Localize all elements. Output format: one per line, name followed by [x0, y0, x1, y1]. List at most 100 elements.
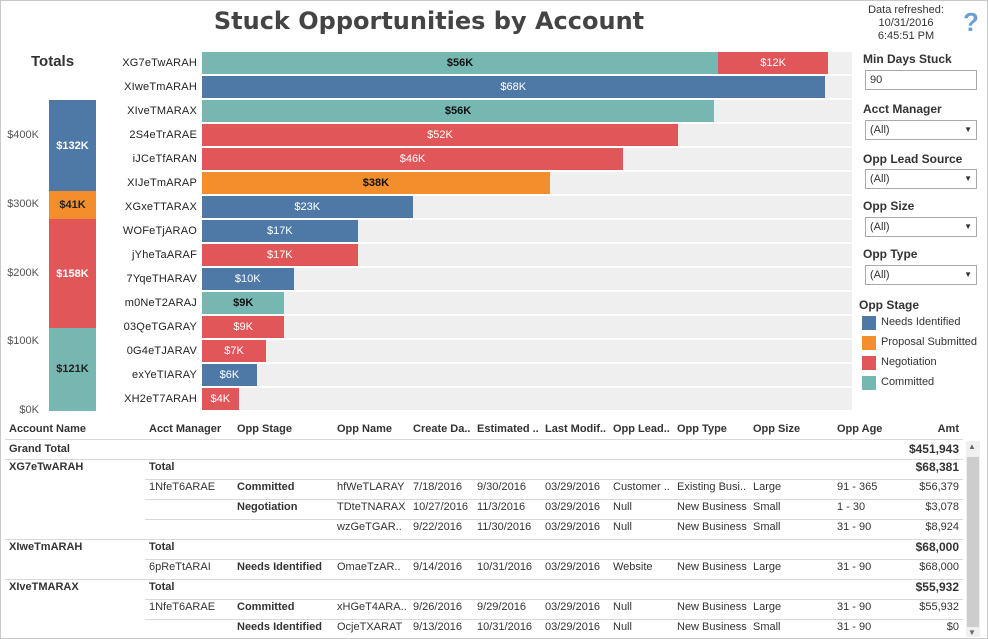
account-bar[interactable]: $68K — [202, 76, 825, 98]
group-total-label: Total — [149, 541, 175, 553]
bar-value-label: $17K — [266, 225, 293, 237]
col-header-amt[interactable]: Amt — [937, 423, 959, 435]
acct-manager-select[interactable]: (All) ▼ — [865, 120, 977, 140]
row-divider — [145, 599, 963, 600]
bar-row-background — [202, 220, 852, 242]
totals-segment[interactable]: $121K — [49, 327, 96, 411]
bar-value-label: $52K — [427, 129, 453, 141]
col-header-stage[interactable]: Opp Stage — [237, 423, 293, 435]
account-bar[interactable]: $23K — [202, 196, 413, 218]
table-cell-size: Small — [753, 501, 781, 513]
table-cell-stage: Negotiation — [237, 501, 298, 513]
totals-segment[interactable]: $158K — [49, 219, 96, 328]
table-cell-amt: $8,924 — [925, 521, 959, 533]
table-cell-name: OcjeTXARAT — [337, 621, 403, 633]
col-header-modified[interactable]: Last Modif.. — [545, 423, 607, 435]
opp-type-select[interactable]: (All) ▼ — [865, 265, 977, 285]
table-cell-amt: $3,078 — [925, 501, 959, 513]
bar-row-background — [202, 268, 852, 290]
legend-label: Needs Identified — [881, 316, 961, 328]
lead-source-select[interactable]: (All) ▼ — [865, 169, 977, 189]
table-cell-create: 7/18/2016 — [413, 481, 462, 493]
table-cell-manager: 1NfeT6ARAE — [149, 481, 216, 493]
table-cell-create: 9/22/2016 — [413, 521, 462, 533]
account-label: 2S4eTrARAE — [129, 129, 197, 141]
table-cell-lead: Null — [613, 621, 632, 633]
account-bar[interactable]: $46K — [202, 148, 624, 170]
table-cell-size: Small — [753, 621, 781, 633]
totals-ytick: $200K — [7, 266, 39, 279]
grand-total-label: Grand Total — [9, 443, 70, 455]
account-bar[interactable]: $12K — [718, 52, 829, 74]
table-cell-amt: $55,932 — [919, 601, 959, 613]
group-total-amt: $68,381 — [915, 460, 959, 474]
totals-segment[interactable]: $132K — [49, 100, 96, 192]
table-cell-estimated: 10/31/2016 — [477, 621, 533, 633]
table-cell-create: 9/13/2016 — [413, 621, 462, 633]
bar-row-background — [202, 316, 852, 338]
legend-swatch — [862, 336, 876, 350]
bar-value-label: $68K — [500, 81, 527, 93]
table-cell-type: New Business — [677, 621, 747, 633]
row-divider — [5, 439, 963, 440]
account-bar[interactable]: $4K — [202, 388, 239, 410]
table-cell-manager: 1NfeT6ARAE — [149, 601, 216, 613]
table-cell-manager: 6pReTtARAI — [149, 561, 211, 573]
totals-chart-title: Totals — [31, 53, 75, 70]
col-header-name[interactable]: Opp Name — [337, 423, 393, 435]
col-header-create[interactable]: Create Da.. — [413, 423, 471, 435]
account-bar[interactable]: $38K — [202, 172, 550, 194]
totals-ytick: $300K — [7, 197, 39, 210]
totals-segment[interactable]: $41K — [49, 191, 96, 220]
table-cell-type: New Business — [677, 601, 747, 613]
account-bar[interactable]: $56K — [202, 52, 719, 74]
refresh-time: 6:45:51 PM — [877, 30, 935, 42]
acct-manager-value: (All) — [870, 124, 890, 136]
account-bar[interactable]: $17K — [202, 220, 358, 242]
account-bar[interactable]: $17K — [202, 244, 358, 266]
table-cell-type: New Business — [677, 561, 747, 573]
row-divider — [145, 479, 963, 480]
col-header-lead[interactable]: Opp Lead.. — [613, 423, 670, 435]
account-bar[interactable]: $10K — [202, 268, 294, 290]
account-bar[interactable]: $56K — [202, 100, 715, 122]
account-bar[interactable]: $52K — [202, 124, 679, 146]
account-label: XG7eTwARAH — [122, 57, 197, 69]
col-header-manager[interactable]: Acct Manager — [149, 423, 222, 435]
table-cell-estimated: 10/31/2016 — [477, 561, 533, 573]
scroll-down-icon[interactable]: ▼ — [968, 628, 976, 637]
table-cell-name: hfWeTLARAY — [337, 481, 405, 493]
scrollbar-thumb[interactable] — [967, 457, 979, 627]
bar-value-label: $23K — [294, 201, 321, 213]
row-divider — [145, 499, 963, 500]
table-cell-stage: Needs Identified — [237, 621, 322, 633]
table-cell-size: Large — [753, 601, 782, 613]
opp-size-select[interactable]: (All) ▼ — [865, 217, 977, 237]
col-header-size[interactable]: Opp Size — [753, 423, 801, 435]
refresh-info: Data refreshed: 10/31/2016 6:45:51 PM — [851, 4, 961, 43]
table-cell-stage: Committed — [237, 481, 295, 493]
account-bar[interactable]: $6K — [202, 364, 257, 386]
bar-row-background — [202, 364, 852, 386]
table-cell-name: TDteTNARAX — [337, 501, 406, 513]
account-label: XH2eT7ARAH — [124, 393, 197, 405]
question-mark-icon[interactable]: ? — [963, 7, 979, 37]
account-label: XIveTMARAX — [127, 105, 197, 117]
col-header-age[interactable]: Opp Age — [837, 423, 883, 435]
table-cell-age: 1 - 30 — [837, 501, 866, 513]
account-bar[interactable]: $7K — [202, 340, 267, 362]
table-cell-modified: 03/29/2016 — [545, 621, 601, 633]
min-days-input[interactable]: 90 — [865, 70, 977, 90]
col-header-estimated[interactable]: Estimated .. — [477, 423, 539, 435]
legend-label: Proposal Submitted — [881, 336, 977, 348]
account-label: exYeTIARAY — [132, 369, 197, 381]
account-bar[interactable]: $9K — [202, 316, 285, 338]
table-cell-type: New Business — [677, 521, 747, 533]
bar-value-label: $46K — [399, 153, 426, 165]
table-cell-name: xHGeT4ARA.. — [337, 601, 407, 613]
row-divider — [5, 579, 963, 580]
scroll-up-icon[interactable]: ▲ — [968, 442, 976, 451]
col-header-account[interactable]: Account Name — [9, 423, 87, 435]
col-header-type[interactable]: Opp Type — [677, 423, 727, 435]
account-bar[interactable]: $9K — [202, 292, 285, 314]
